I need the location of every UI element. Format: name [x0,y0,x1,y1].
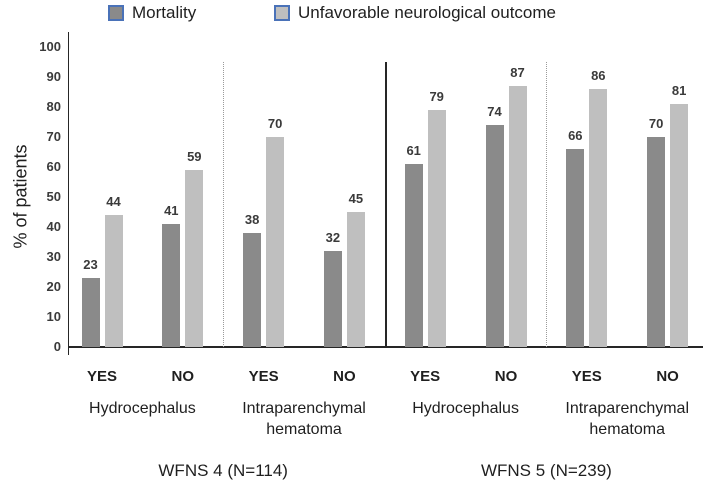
bar-value-label: 44 [106,194,121,209]
unfavorable-swatch-icon [274,5,290,21]
y-tick-label: 10 [46,309,61,324]
y-tick-label: 90 [46,69,61,84]
bar-value-label: 38 [244,212,260,227]
legend-item-mortality: Mortality [108,3,196,23]
bar-value-label: 41 [164,203,179,218]
bar-unfavorable [427,110,446,347]
y-tick-label: 50 [46,189,61,204]
y-tick-label: 20 [46,279,61,294]
bar-unfavorable [185,170,204,347]
bar-mortality [243,233,262,347]
y-tick-label: 0 [53,339,61,354]
bar-value-label: 74 [487,104,502,119]
x-tick-label: NO [333,368,356,385]
legend-item-unfavorable: Unfavorable neurological outcome [274,3,556,23]
bar-value-label: 86 [591,68,606,83]
section-label: WFNS 5 (N=239) [480,461,612,480]
condition-label: Hydrocephalus [89,400,196,417]
bar-value-label: 66 [568,128,583,143]
condition-label: Intraparenchymal hematoma [242,400,366,438]
legend-label-unfavorable: Unfavorable neurological outcome [298,3,556,22]
bar-value-label: 70 [267,116,283,131]
x-tick-label: NO [494,368,518,385]
x-tick-label: NO [171,368,195,385]
bar-mortality [162,224,181,347]
y-tick-label: 40 [46,219,61,234]
bar-value-label: 61 [406,143,421,158]
x-tick-label: YES [410,368,441,385]
bar-unfavorable [589,89,608,347]
bar-unfavorable [670,104,689,347]
bar-value-label: 70 [648,116,664,131]
mortality-swatch-icon [108,5,124,21]
bar-value-label: 45 [348,191,364,206]
bar-mortality [647,137,666,347]
y-tick-label: 80 [46,99,61,114]
bar-value-label: 23 [83,257,98,272]
legend-label-mortality: Mortality [132,3,197,22]
bar-unfavorable [508,86,527,347]
y-tick-label: 70 [46,129,61,144]
bar-value-label: 79 [429,89,444,104]
bar-unfavorable [104,215,123,347]
x-tick-label: YES [571,368,602,385]
x-tick-label: NO [656,368,679,385]
group-divider [223,62,225,347]
group-divider [546,62,548,347]
section-divider [384,62,387,347]
x-tick-label: YES [86,368,117,385]
y-axis-line [67,32,69,355]
bar-mortality [485,125,504,347]
bar-mortality [404,164,423,347]
y-tick-label: 60 [46,159,61,174]
bar-unfavorable [266,137,285,347]
bar-mortality [566,149,585,347]
bar-value-label: 32 [325,230,341,245]
condition-label: Intraparenchymal hematoma [565,400,689,438]
bar-mortality [323,251,342,347]
bar-mortality [81,278,100,347]
y-tick-label: 30 [46,249,61,264]
bar-value-label: 81 [671,83,687,98]
y-tick-label: 100 [39,39,61,54]
bar-value-label: 87 [510,65,525,80]
bar-value-label: 59 [187,149,202,164]
x-tick-label: YES [248,368,279,385]
condition-label: Hydrocephalus [412,400,519,417]
section-label: WFNS 4 (N=114) [158,461,288,480]
bar-unfavorable [346,212,365,347]
